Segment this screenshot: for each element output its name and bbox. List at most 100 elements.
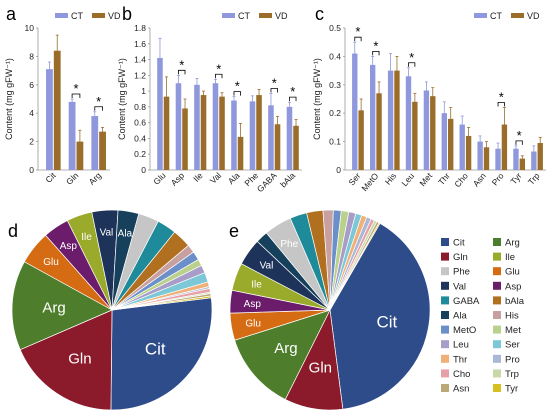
significance-star-b-bAla: * — [290, 84, 295, 99]
pie-legend-swatch-Ser — [493, 340, 501, 349]
panel-letter-b: b — [122, 4, 132, 24]
pie-slice-label-d-Asp: Asp — [60, 241, 78, 252]
pie-legend-swatch-Gln — [441, 252, 449, 261]
y-tick-label-c: 0.3 — [329, 80, 341, 90]
bar-c-Trp-VD — [537, 143, 543, 170]
significance-bracket-a-Gln — [71, 93, 81, 98]
legend-swatch-ct-c — [474, 13, 487, 18]
bar-c-Pro-CT — [495, 148, 501, 170]
y-tick-label-c: 0.4 — [329, 51, 341, 61]
pie-legend-swatch-Val — [441, 281, 449, 290]
x-tick-label-a: Arg — [87, 170, 104, 187]
y-tick-label-a: 4 — [29, 108, 34, 118]
bar-b-Asp-VD — [182, 108, 188, 170]
pie-legend-label-His: His — [505, 311, 519, 322]
significance-star-a-Arg: * — [96, 94, 101, 109]
significance-bracket-b-Asp — [178, 69, 186, 75]
bar-b-Phe-CT — [249, 101, 256, 170]
y-tick-label-b: 0.8 — [134, 102, 146, 112]
legend-label-vd-b: VD — [275, 11, 288, 21]
pie-slice-label-e-Cit: Cit — [376, 312, 397, 331]
pie-slice-label-e-Asp: Asp — [244, 299, 262, 310]
bar-c-Cho-VD — [465, 135, 472, 170]
bar-c-Trp-CT — [531, 151, 537, 170]
bar-c-Ser-CT — [352, 53, 358, 171]
significance-star-b-Val: * — [216, 61, 221, 76]
bar-c-MetO-CT — [369, 64, 376, 170]
pie-legend-label-Thr: Thr — [453, 354, 467, 365]
pie-legend-label-MetO: MetO — [453, 325, 476, 336]
x-tick-label-c: Leu — [399, 171, 416, 189]
bar-b-Ala-CT — [231, 100, 237, 170]
x-tick-label-c: Thr — [436, 171, 452, 187]
y-tick-label-c: 0.1 — [329, 137, 341, 147]
significance-star-c-Ser: * — [355, 24, 360, 39]
y-tick-label-b: 0 — [141, 165, 146, 175]
bar-c-Pro-VD — [501, 124, 508, 170]
bar-c-Cho-CT — [459, 124, 465, 170]
bar-c-Asn-CT — [477, 141, 483, 170]
pie-legend-label-GABA: GABA — [453, 296, 480, 307]
significance-star-c-MetO: * — [373, 38, 378, 53]
x-tick-label-c: MetO — [359, 171, 380, 194]
pie-legend-label-Arg: Arg — [505, 238, 520, 249]
bar-b-Phe-VD — [256, 95, 262, 170]
pie-legend-swatch-Arg — [493, 238, 501, 246]
bar-b-bAla-VD — [293, 125, 299, 170]
pie-legend-label-Tyr: Tyr — [505, 384, 518, 395]
x-tick-label-b: Val — [208, 170, 223, 185]
pie-slice-d-Cit — [110, 297, 213, 411]
pie-legend-swatch-His — [493, 311, 501, 319]
significance-bracket-b-bAla — [289, 96, 297, 102]
pie-legend-label-Pro: Pro — [505, 354, 520, 365]
legend-label-ct-c: CT — [490, 11, 502, 21]
bar-c-Thr-VD — [448, 118, 454, 170]
y-tick-label-b: 0.6 — [134, 118, 146, 128]
legend-swatch-vd-b — [259, 13, 272, 18]
legend-b: CT VD — [222, 11, 288, 21]
bar-a-Gln-VD — [76, 141, 84, 170]
pie-slice-label-e-Ile: Ile — [251, 279, 262, 290]
y-tick-label-a: 8 — [29, 51, 34, 61]
pie-legend-swatch-Ile — [493, 252, 501, 261]
y-tick-label-b: 1.2 — [134, 70, 146, 80]
pie-slice-d-Gln — [19, 309, 113, 411]
legend-label-vd-c: VD — [527, 11, 540, 21]
pie-slice-e-Tyr — [329, 222, 381, 311]
legend-swatch-vd-c — [511, 13, 524, 18]
x-tick-label-c: Trp — [526, 171, 542, 187]
pie-legend-label-Cit: Cit — [453, 238, 465, 249]
pie-legend-label-Asn: Asn — [453, 384, 469, 395]
bar-b-Glu-CT — [157, 57, 163, 170]
bar-b-GABA-VD — [274, 124, 281, 170]
pie-legend-label-Phe: Phe — [453, 267, 470, 278]
panel-letter-d: d — [8, 221, 18, 241]
bar-b-Val-CT — [212, 83, 219, 170]
bar-b-Val-VD — [219, 96, 225, 170]
significance-star-b-Asp: * — [179, 57, 184, 72]
significance-bracket-b-Ala — [233, 91, 241, 96]
y-tick-label-b: 1 — [141, 86, 146, 96]
x-tick-label-c: Asn — [471, 171, 488, 189]
pie-legend-swatch-Met — [493, 325, 501, 334]
y-tick-label-a: 10 — [25, 23, 35, 33]
x-tick-label-c: Pro — [490, 171, 506, 188]
pie-legend-swatch-Leu — [441, 340, 449, 349]
bar-c-Met-CT — [423, 90, 430, 170]
x-tick-label-b: Glu — [151, 170, 168, 187]
bar-chart-a: 0 2 4 6 8 10 Content (mg gFW⁻¹) Cit * Gln * Arg — [4, 23, 110, 187]
bar-c-Tyr-CT — [513, 148, 519, 170]
legend-label-ct-b: CT — [238, 11, 250, 21]
pie-slice-label-d-Val: Val — [100, 228, 114, 239]
legend-label-ct-a: CT — [71, 11, 83, 21]
panel-letter-a: a — [6, 4, 17, 24]
pie-legend-label-Cho: Cho — [453, 369, 470, 380]
pie-slice-d-Tyr — [111, 295, 212, 311]
pie-legend-swatch-Thr — [441, 354, 449, 363]
y-tick-label-c: 0.2 — [329, 108, 341, 118]
pie-slice-label-d-Ala: Ala — [118, 229, 133, 240]
panel-letter-e: e — [229, 221, 239, 241]
significance-bracket-c-Ser — [354, 36, 362, 42]
